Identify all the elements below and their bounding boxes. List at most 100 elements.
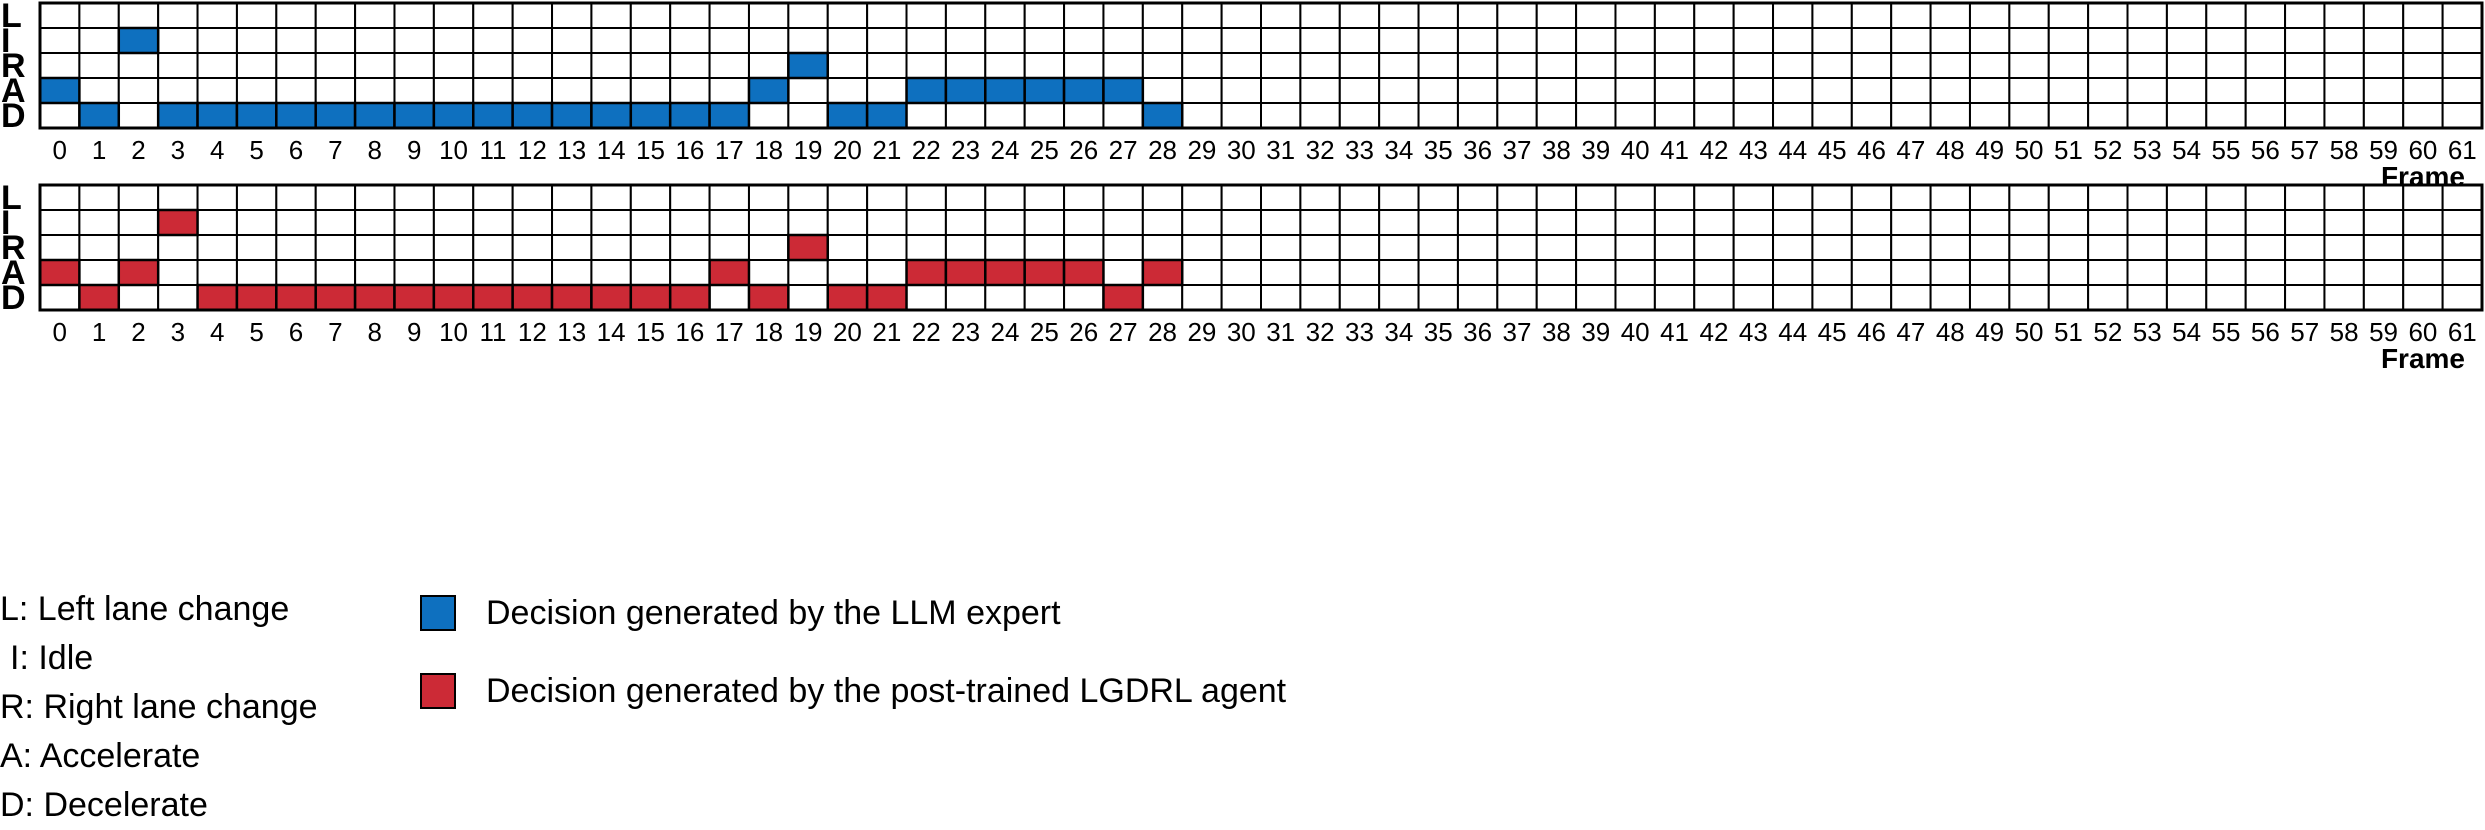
grid-cell — [1299, 259, 1341, 286]
grid-cell — [1181, 209, 1223, 236]
grid-cell — [2165, 77, 2208, 104]
grid-cell — [787, 209, 829, 236]
grid-cell — [2008, 102, 2050, 129]
grid-cell — [669, 184, 711, 211]
grid-cell — [826, 259, 869, 286]
decision-cell — [708, 258, 751, 287]
abbrev-decelerate: D: Decelerate — [0, 786, 208, 824]
grid-cell — [1299, 284, 1341, 311]
x-tick-label: 42 — [1699, 135, 1728, 165]
x-tick-label: 41 — [1660, 135, 1689, 165]
grid-cell — [1299, 234, 1341, 261]
x-tick-label: 39 — [1581, 135, 1610, 165]
grid-cell — [1102, 2, 1144, 29]
grid-cell — [1968, 2, 2011, 29]
grid-cell — [2441, 184, 2483, 211]
decision-cell — [156, 101, 199, 130]
grid-cell — [2284, 102, 2326, 129]
grid-cell — [1968, 77, 2011, 104]
x-tick-label: 55 — [2212, 317, 2241, 347]
grid-cell — [2165, 259, 2208, 286]
grid-cell — [2047, 209, 2090, 236]
grid-cell — [1417, 209, 1459, 236]
grid-cell — [157, 259, 199, 286]
grid-cell — [984, 234, 1026, 261]
x-tick-label: 46 — [1857, 135, 1886, 165]
grid-cell — [1732, 77, 1775, 104]
grid-cell — [1378, 234, 1420, 261]
grid-cell — [1850, 259, 1893, 286]
grid-cell — [393, 52, 435, 79]
grid-cell — [2362, 259, 2405, 286]
grid-cell — [590, 77, 632, 104]
grid-cell — [1653, 27, 1696, 54]
grid-cell — [1693, 209, 1735, 236]
grid-cell — [1811, 77, 1853, 104]
grid-cell — [1732, 52, 1775, 79]
grid-cell — [39, 284, 81, 311]
x-tick-label: 25 — [1030, 317, 1059, 347]
grid-cell — [1181, 77, 1223, 104]
grid-cell — [2441, 209, 2483, 236]
grid-cell — [1732, 259, 1775, 286]
x-tick-label: 19 — [794, 135, 823, 165]
x-tick-label: 41 — [1660, 317, 1689, 347]
grid-cell — [1968, 259, 2011, 286]
grid-cell — [708, 284, 750, 311]
grid-cell — [2165, 184, 2208, 211]
grid-cell — [1496, 77, 1538, 104]
grid-cell — [1260, 102, 1302, 129]
grid-cell — [2126, 209, 2168, 236]
x-tick-label: 3 — [171, 317, 185, 347]
grid-cell — [1141, 52, 1184, 79]
x-tick-label: 31 — [1266, 135, 1295, 165]
abbreviation-legend: L: Left lane change I: Idle R: Right lan… — [0, 585, 318, 830]
decision-cell — [1102, 76, 1145, 105]
grid-cell — [2244, 2, 2287, 29]
grid-cell — [944, 209, 987, 236]
x-tick-label: 54 — [2172, 135, 2201, 165]
grid-cell — [2362, 284, 2405, 311]
grid-cell — [196, 77, 238, 104]
grid-cell — [708, 184, 750, 211]
x-tick-label: 36 — [1463, 317, 1492, 347]
grid-cell — [1535, 52, 1578, 79]
grid-cell — [1968, 102, 2011, 129]
grid-cell — [1456, 284, 1499, 311]
grid-cell — [1614, 77, 1656, 104]
grid-cell — [39, 209, 81, 236]
grid-cell — [235, 234, 278, 261]
grid-cell — [1102, 234, 1144, 261]
decision-cell — [1023, 258, 1066, 287]
grid-cell — [235, 77, 278, 104]
grid-cell — [117, 102, 160, 129]
x-tick-label: 33 — [1345, 317, 1374, 347]
grid-cell — [2441, 2, 2483, 29]
grid-cell — [1968, 284, 2011, 311]
x-tick-label: 35 — [1424, 317, 1453, 347]
x-tick-label: 25 — [1030, 135, 1059, 165]
grid-cell — [1614, 209, 1656, 236]
x-tick-label: 15 — [636, 135, 665, 165]
row-label-d: D — [1, 279, 26, 317]
grid-cell — [1890, 234, 1932, 261]
x-tick-label: 7 — [328, 135, 342, 165]
grid-cell — [314, 52, 357, 79]
grid-cell — [1023, 284, 1066, 311]
grid-cell — [1378, 2, 1420, 29]
grid-cell — [1929, 209, 1971, 236]
grid-cell — [1693, 52, 1735, 79]
grid-cell — [196, 27, 238, 54]
x-tick-label: 61 — [2448, 135, 2477, 165]
grid-cell — [1496, 284, 1538, 311]
grid-cell — [1850, 27, 1893, 54]
grid-cell — [551, 52, 593, 79]
x-tick-label: 52 — [2093, 317, 2122, 347]
grid-cell — [2087, 2, 2129, 29]
grid-cell — [787, 284, 829, 311]
grid-cell — [1614, 2, 1656, 29]
grid-cell — [2323, 209, 2365, 236]
grid-cell — [235, 209, 278, 236]
grid-cell — [826, 2, 869, 29]
